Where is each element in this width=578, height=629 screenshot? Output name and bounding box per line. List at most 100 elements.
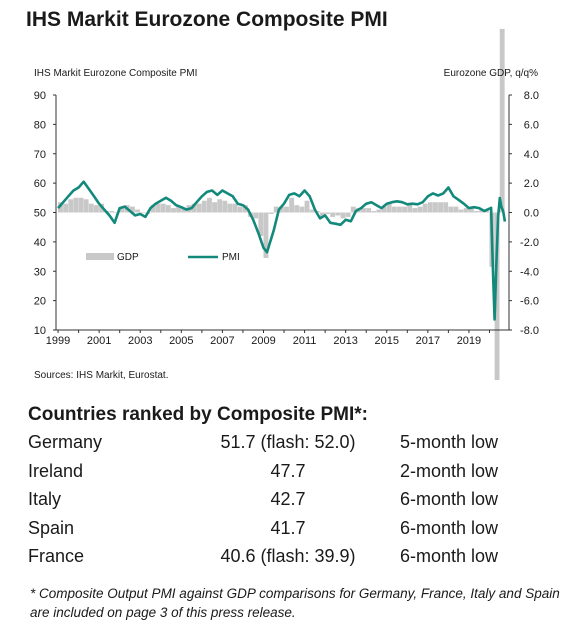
left-tick-label: 60 (34, 178, 46, 190)
gdp-bar (366, 208, 372, 213)
ranking-row-spain: Spain 41.7 6-month low (28, 518, 548, 547)
right-tick-label: -8.0 (520, 325, 539, 337)
gdp-bar (135, 209, 140, 213)
gdp-bar (227, 203, 233, 213)
gdp-bar (201, 200, 207, 213)
gdp-bar (443, 202, 449, 213)
gdp-bar (371, 211, 377, 213)
gdp-bar (165, 205, 171, 213)
gdp-bar (438, 202, 444, 213)
gdp-bar (391, 206, 397, 213)
chart-sources: Sources: IHS Markit, Eurostat. (34, 370, 169, 381)
gdp-bar (268, 212, 274, 214)
gdp-bar (402, 206, 408, 213)
gdp-bar (150, 205, 156, 213)
right-tick-label: 8.0 (524, 90, 539, 102)
page-title: IHS Markit Eurozone Composite PMI (26, 8, 388, 31)
pmi-note: 5-month low (400, 432, 499, 452)
pmi-value: 47.7 (270, 460, 306, 481)
gdp-bar (381, 206, 387, 213)
left-tick-label: 70 (34, 149, 46, 161)
gdp-bar (94, 205, 99, 213)
country-name: Germany (28, 432, 103, 452)
right-tick-label: 4.0 (524, 149, 539, 161)
x-tick-label: 2001 (87, 335, 111, 347)
gdp-bar (176, 206, 182, 213)
x-tick-label: 2015 (375, 335, 399, 347)
gdp-bar (109, 211, 115, 213)
left-tick-label: 40 (34, 237, 46, 249)
gdp-bar (350, 206, 356, 213)
gdp-bar (119, 206, 125, 213)
x-tick-label: 2005 (169, 335, 193, 347)
gdp-bar (155, 203, 161, 213)
gdp-bar (494, 212, 500, 380)
gdp-bar (294, 205, 300, 213)
x-tick-label: 2017 (416, 335, 440, 347)
country-name: France (28, 546, 85, 566)
gdp-bar (258, 212, 264, 236)
x-tick-label: 2007 (210, 335, 234, 347)
gdp-bar (448, 206, 454, 213)
gdp-bar (345, 212, 351, 217)
gdp-bar (63, 203, 69, 213)
legend-gdp-label: GDP (117, 252, 139, 263)
gdp-bar (319, 212, 325, 217)
gdp-bar (304, 200, 310, 213)
gdp-bar (417, 206, 423, 213)
gdp-bar (376, 209, 382, 213)
ranking-row-italy: Italy 42.7 6-month low (28, 489, 548, 518)
gdp-bar (330, 212, 336, 217)
x-tick-label: 2013 (333, 335, 357, 347)
gdp-bar (484, 211, 490, 213)
ranking-row-france: France 40.6 (flash: 39.9) 6-month low (28, 546, 548, 575)
x-tick-label: 2003 (128, 335, 152, 347)
gdp-bar (422, 203, 428, 213)
left-tick-label: 20 (34, 296, 46, 308)
legend-pmi-label: PMI (222, 252, 240, 263)
ranking-footnote: * Composite Output PMI against GDP compa… (30, 586, 560, 620)
gdp-bar (171, 208, 176, 213)
left-axis-label: IHS Markit Eurozone Composite PMI (34, 68, 198, 79)
gdp-bar (160, 203, 166, 213)
left-tick-label: 90 (34, 90, 46, 102)
pmi-value: 40.6 (flash: 39.9) (220, 546, 356, 566)
gdp-bar (397, 206, 402, 213)
gdp-bar (309, 209, 315, 213)
ranking-table: Germany 51.7 (flash: 52.0) 5-month low I… (28, 432, 548, 575)
pmi-value: 41.7 (270, 517, 306, 538)
gdp-bar (468, 206, 474, 213)
gdp-bar (191, 203, 197, 213)
pmi-line (57, 180, 507, 321)
right-axis-label: Eurozone GDP, q/q% (443, 68, 538, 79)
gdp-bar (458, 209, 464, 213)
pmi-note: 6-month low (400, 546, 499, 566)
right-tick-label: -2.0 (520, 237, 539, 249)
ranking-title: Countries ranked by Composite PMI*: (28, 404, 368, 425)
pmi-note: 6-month low (400, 489, 499, 509)
gdp-bar (68, 199, 74, 213)
pmi-value: 42.7 (270, 489, 306, 509)
left-tick-label: 10 (34, 325, 46, 337)
right-tick-label: -6.0 (520, 296, 539, 308)
gdp-bar (499, 28, 505, 213)
right-tick-label: -4.0 (520, 266, 539, 278)
right-tick-label: 2.0 (524, 178, 539, 190)
gdp-bar (432, 202, 438, 213)
country-name: Italy (28, 489, 62, 509)
gdp-bar (88, 203, 94, 213)
country-name: Spain (28, 517, 75, 538)
gdp-bar (196, 203, 202, 213)
legend-gdp-swatch (86, 253, 114, 260)
gdp-bar (340, 212, 346, 219)
pmi-value: 51.7 (flash: 52.0) (220, 432, 356, 452)
ranking-row-germany: Germany 51.7 (flash: 52.0) 5-month low (28, 432, 548, 461)
gdp-bar (284, 206, 289, 213)
x-tick-label: 2011 (293, 335, 317, 347)
gdp-bar (278, 206, 284, 213)
gdp-bar (181, 208, 187, 213)
pmi-note: 6-month low (400, 517, 499, 538)
gdp-bar (412, 208, 418, 213)
pmi-note: 2-month low (400, 460, 499, 481)
gdp-bar (299, 206, 305, 213)
